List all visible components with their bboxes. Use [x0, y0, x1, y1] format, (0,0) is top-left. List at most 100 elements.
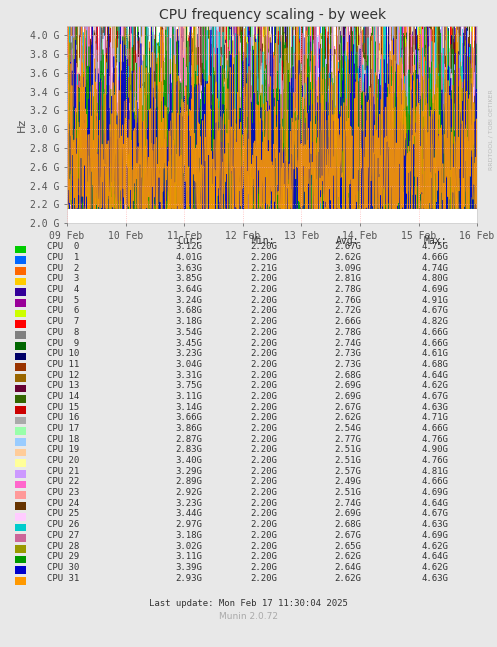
Text: 2.20G: 2.20G	[250, 296, 277, 305]
Text: 3.54G: 3.54G	[175, 328, 202, 337]
Text: 2.83G: 2.83G	[175, 445, 202, 454]
Text: 3.04G: 3.04G	[175, 360, 202, 369]
Text: CPU 25: CPU 25	[47, 509, 80, 518]
Text: 2.67G: 2.67G	[334, 402, 361, 411]
Text: 4.81G: 4.81G	[421, 466, 448, 476]
Text: CPU 23: CPU 23	[47, 488, 80, 497]
Text: 2.20G: 2.20G	[250, 274, 277, 283]
Text: 4.62G: 4.62G	[421, 542, 448, 551]
Text: 3.11G: 3.11G	[175, 392, 202, 401]
Text: 2.20G: 2.20G	[250, 520, 277, 529]
Text: 2.20G: 2.20G	[250, 499, 277, 508]
Text: 2.77G: 2.77G	[334, 435, 361, 444]
Text: 2.62G: 2.62G	[334, 253, 361, 262]
Text: CPU  1: CPU 1	[47, 253, 80, 262]
Text: 4.66G: 4.66G	[421, 477, 448, 487]
Text: 3.40G: 3.40G	[175, 456, 202, 465]
Text: Max:: Max:	[423, 236, 447, 246]
Text: 2.20G: 2.20G	[250, 445, 277, 454]
Text: 4.64G: 4.64G	[421, 371, 448, 380]
Text: CPU  4: CPU 4	[47, 285, 80, 294]
Text: CPU 14: CPU 14	[47, 392, 80, 401]
Text: CPU  2: CPU 2	[47, 264, 80, 273]
Text: CPU 26: CPU 26	[47, 520, 80, 529]
Text: 3.18G: 3.18G	[175, 531, 202, 540]
Text: 2.20G: 2.20G	[250, 253, 277, 262]
Text: 2.68G: 2.68G	[334, 371, 361, 380]
Text: 4.63G: 4.63G	[421, 402, 448, 411]
Text: 4.67G: 4.67G	[421, 392, 448, 401]
Text: 4.67G: 4.67G	[421, 509, 448, 518]
Text: 2.54G: 2.54G	[334, 424, 361, 433]
Text: 2.76G: 2.76G	[334, 296, 361, 305]
Text: 2.73G: 2.73G	[334, 360, 361, 369]
Text: CPU 24: CPU 24	[47, 499, 80, 508]
Text: 2.62G: 2.62G	[334, 552, 361, 561]
Text: 3.23G: 3.23G	[175, 499, 202, 508]
Text: 4.01G: 4.01G	[175, 253, 202, 262]
Text: 4.75G: 4.75G	[421, 243, 448, 251]
Text: 2.51G: 2.51G	[334, 456, 361, 465]
Text: 3.18G: 3.18G	[175, 317, 202, 326]
Text: 2.20G: 2.20G	[250, 349, 277, 358]
Text: 2.20G: 2.20G	[250, 509, 277, 518]
Text: 2.20G: 2.20G	[250, 307, 277, 316]
Text: CPU  6: CPU 6	[47, 307, 80, 316]
Text: 3.11G: 3.11G	[175, 552, 202, 561]
Text: 2.74G: 2.74G	[334, 338, 361, 347]
Text: 3.45G: 3.45G	[175, 338, 202, 347]
Text: CPU 30: CPU 30	[47, 563, 80, 572]
Text: 2.20G: 2.20G	[250, 381, 277, 390]
Text: 2.20G: 2.20G	[250, 371, 277, 380]
Text: 4.64G: 4.64G	[421, 499, 448, 508]
Text: 2.66G: 2.66G	[334, 317, 361, 326]
Text: 2.62G: 2.62G	[334, 413, 361, 422]
Text: 2.20G: 2.20G	[250, 563, 277, 572]
Text: 2.57G: 2.57G	[334, 466, 361, 476]
Text: CPU 12: CPU 12	[47, 371, 80, 380]
Text: 4.90G: 4.90G	[421, 445, 448, 454]
Text: 4.76G: 4.76G	[421, 456, 448, 465]
Text: 2.20G: 2.20G	[250, 392, 277, 401]
Text: CPU  0: CPU 0	[47, 243, 80, 251]
Text: 2.20G: 2.20G	[250, 435, 277, 444]
Text: 2.20G: 2.20G	[250, 328, 277, 337]
Text: 3.68G: 3.68G	[175, 307, 202, 316]
Text: CPU 27: CPU 27	[47, 531, 80, 540]
Text: 3.14G: 3.14G	[175, 402, 202, 411]
Text: 2.20G: 2.20G	[250, 402, 277, 411]
Text: 3.66G: 3.66G	[175, 413, 202, 422]
Text: 2.20G: 2.20G	[250, 477, 277, 487]
Text: CPU 16: CPU 16	[47, 413, 80, 422]
Text: 3.86G: 3.86G	[175, 424, 202, 433]
Text: 2.89G: 2.89G	[175, 477, 202, 487]
Text: 2.93G: 2.93G	[175, 574, 202, 582]
Text: 2.67G: 2.67G	[334, 243, 361, 251]
Text: 4.68G: 4.68G	[421, 360, 448, 369]
Text: 2.20G: 2.20G	[250, 338, 277, 347]
Text: 3.29G: 3.29G	[175, 466, 202, 476]
Text: 2.20G: 2.20G	[250, 285, 277, 294]
Text: 2.20G: 2.20G	[250, 466, 277, 476]
Text: CPU 11: CPU 11	[47, 360, 80, 369]
Text: 3.63G: 3.63G	[175, 264, 202, 273]
Text: 2.97G: 2.97G	[175, 520, 202, 529]
Text: 2.69G: 2.69G	[334, 509, 361, 518]
Text: 4.66G: 4.66G	[421, 328, 448, 337]
Text: 4.66G: 4.66G	[421, 253, 448, 262]
Text: 2.20G: 2.20G	[250, 317, 277, 326]
Text: 2.87G: 2.87G	[175, 435, 202, 444]
Text: CPU 17: CPU 17	[47, 424, 80, 433]
Text: 4.71G: 4.71G	[421, 413, 448, 422]
Text: 2.68G: 2.68G	[334, 520, 361, 529]
Text: CPU 21: CPU 21	[47, 466, 80, 476]
Text: CPU 18: CPU 18	[47, 435, 80, 444]
Text: 2.81G: 2.81G	[334, 274, 361, 283]
Text: 2.67G: 2.67G	[334, 531, 361, 540]
Text: 2.73G: 2.73G	[334, 349, 361, 358]
Text: Last update: Mon Feb 17 11:30:04 2025: Last update: Mon Feb 17 11:30:04 2025	[149, 599, 348, 608]
Text: 2.92G: 2.92G	[175, 488, 202, 497]
Text: 4.64G: 4.64G	[421, 552, 448, 561]
Text: 4.74G: 4.74G	[421, 264, 448, 273]
Text: 4.61G: 4.61G	[421, 349, 448, 358]
